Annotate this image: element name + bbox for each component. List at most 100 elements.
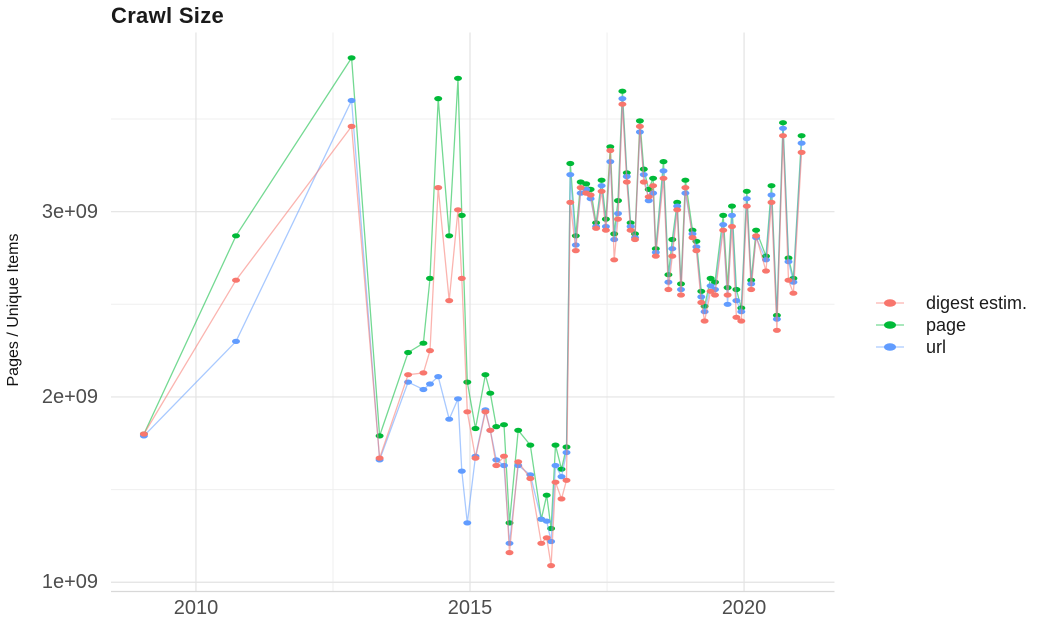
data-point-page — [681, 177, 690, 183]
data-point-digest-estim- — [732, 314, 741, 320]
data-point-digest-estim- — [566, 199, 575, 205]
data-point-digest-estim- — [688, 235, 697, 241]
data-point-url — [457, 468, 466, 474]
data-point-page — [767, 183, 776, 189]
data-point-page — [500, 422, 508, 428]
data-point-url — [719, 222, 728, 228]
data-point-page — [526, 442, 535, 448]
data-point-digest-estim- — [668, 253, 677, 259]
data-point-url — [463, 520, 472, 526]
data-point-digest-estim- — [635, 123, 644, 129]
data-point-digest-estim- — [471, 455, 480, 461]
legend-key-digest-line-dot-icon — [876, 299, 904, 307]
data-point-page — [659, 159, 668, 165]
legend-item-page: page — [875, 314, 1027, 336]
data-point-digest-estim- — [486, 427, 495, 433]
gridlines-major — [111, 32, 835, 592]
data-point-url — [566, 172, 575, 178]
data-point-page — [426, 275, 434, 281]
data-point-digest-estim- — [454, 207, 462, 213]
data-point-url — [426, 381, 434, 387]
data-point-url — [445, 416, 454, 422]
data-point-page — [566, 160, 575, 167]
data-point-url — [797, 140, 806, 146]
data-point-digest-estim- — [592, 225, 601, 231]
data-point-digest-estim- — [562, 477, 571, 483]
data-point-digest-estim- — [723, 292, 732, 298]
legend-label-digest-estim: digest estim. — [926, 292, 1028, 313]
data-point-page — [232, 233, 240, 239]
data-point-page — [673, 199, 682, 205]
data-point-digest-estim- — [514, 459, 523, 465]
data-point-digest-estim- — [500, 453, 508, 459]
data-point-url — [597, 183, 606, 189]
data-point-page — [514, 427, 523, 433]
data-point-url — [454, 396, 462, 402]
data-point-url — [434, 374, 443, 380]
data-point-digest-estim- — [728, 223, 736, 230]
data-point-url — [732, 298, 741, 304]
data-point-digest-estim- — [618, 101, 627, 107]
data-point-page — [486, 390, 495, 396]
data-point-digest-estim- — [492, 462, 501, 469]
data-point-url — [767, 192, 776, 198]
data-point-digest-estim- — [711, 292, 719, 298]
y-tick-label: 2e+09 — [41, 385, 98, 408]
data-point-url — [644, 198, 653, 204]
data-point-digest-estim- — [664, 286, 673, 293]
data-point-url — [557, 474, 566, 480]
legend: digest estim. page url — [875, 292, 1027, 358]
data-point-url — [779, 125, 787, 131]
y-tick-label: 1e+09 — [41, 571, 98, 594]
data-point-digest-estim- — [434, 185, 443, 191]
data-point-digest-estim- — [606, 147, 615, 154]
data-point-page — [471, 425, 480, 432]
data-point-digest-estim- — [673, 207, 682, 213]
data-point-digest-estim- — [419, 370, 428, 376]
data-point-page — [752, 227, 761, 233]
data-point-page — [797, 133, 806, 139]
data-point-digest-estim- — [457, 275, 466, 281]
data-point-digest-estim- — [737, 318, 746, 324]
data-point-digest-estim- — [505, 550, 514, 556]
data-point-page — [649, 175, 658, 181]
data-point-digest-estim- — [762, 268, 770, 274]
data-point-url — [742, 196, 751, 202]
data-point-url — [419, 386, 428, 393]
data-point-page — [618, 88, 627, 94]
data-point-page — [347, 55, 356, 61]
data-point-digest-estim- — [677, 292, 685, 298]
data-point-digest-estim- — [692, 248, 701, 254]
data-point-url — [723, 301, 732, 307]
data-point-digest-estim- — [626, 227, 635, 233]
data-point-page — [457, 212, 466, 218]
legend-key-page-line-dot-icon — [876, 321, 904, 329]
y-tick-label: 3e+09 — [41, 200, 98, 223]
data-point-url — [547, 538, 556, 545]
data-point-page — [419, 340, 428, 346]
data-point-url — [668, 246, 677, 252]
data-point-page — [728, 203, 736, 209]
data-point-page — [463, 379, 472, 385]
data-point-url — [347, 97, 356, 104]
data-point-digest-estim- — [622, 179, 631, 185]
data-point-digest-estim- — [631, 236, 639, 243]
data-point-page — [445, 233, 454, 239]
data-point-digest-estim- — [481, 409, 490, 415]
data-point-digest-estim- — [557, 496, 566, 502]
data-point-url — [618, 96, 627, 102]
data-point-url — [706, 283, 715, 289]
data-point-digest-estim- — [537, 540, 546, 546]
data-point-digest-estim- — [597, 188, 606, 194]
data-point-digest-estim- — [742, 203, 751, 209]
data-point-page — [375, 433, 384, 439]
data-point-digest-estim- — [576, 185, 585, 191]
data-point-digest-estim- — [651, 253, 660, 259]
data-point-url — [762, 257, 770, 263]
data-point-digest-estim- — [551, 479, 560, 485]
data-point-digest-estim- — [747, 286, 756, 293]
data-point-url — [673, 203, 682, 209]
data-point-digest-estim- — [772, 327, 781, 333]
data-point-digest-estim- — [649, 183, 658, 189]
